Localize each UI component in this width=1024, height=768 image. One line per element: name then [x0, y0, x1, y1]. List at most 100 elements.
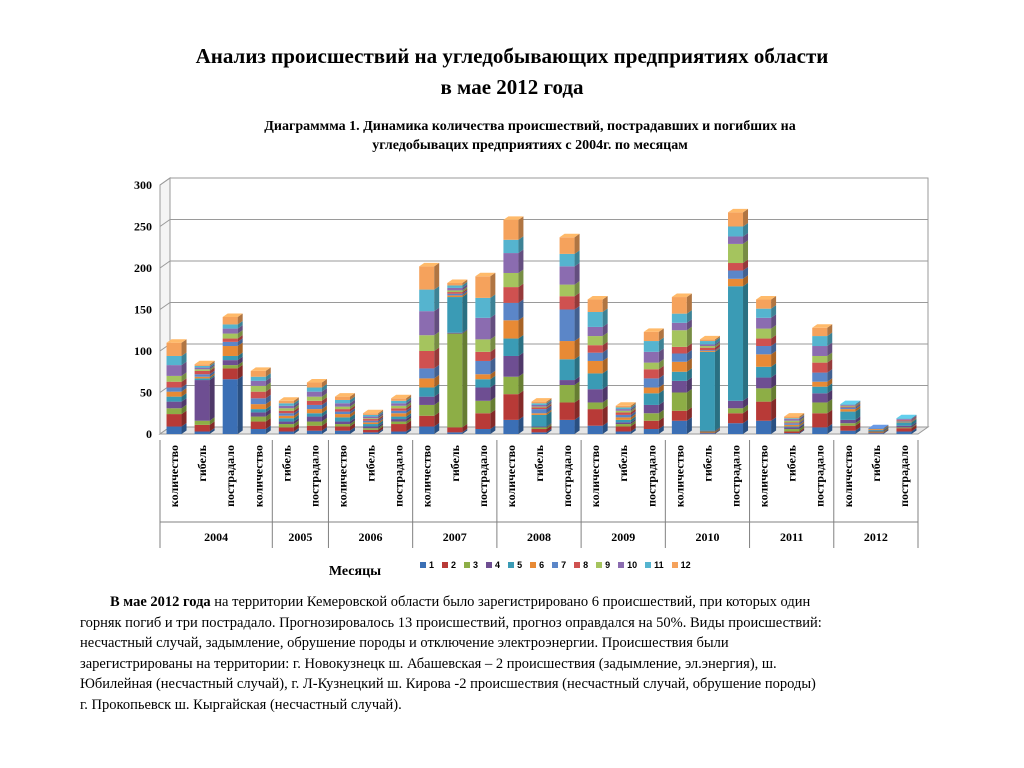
- bar-segment-side: [209, 373, 215, 379]
- bar-segment: [896, 418, 912, 420]
- bar-segment-side: [237, 352, 243, 361]
- bar-segment: [671, 392, 687, 411]
- legend-item: 11: [645, 557, 664, 573]
- bar-segment-side: [574, 306, 580, 342]
- bar-segment-side: [546, 403, 552, 408]
- bar-segment-side: [743, 409, 749, 424]
- bar-segment-side: [714, 429, 720, 434]
- bar-segment: [194, 364, 210, 366]
- bar-segment: [306, 416, 322, 422]
- bar-segment: [531, 407, 547, 410]
- bar-segment-side: [743, 419, 749, 434]
- bar-segment-side: [378, 414, 384, 420]
- legend-item: 8: [574, 557, 588, 573]
- bar-top: [194, 360, 215, 365]
- bar-segment: [812, 402, 828, 414]
- bar-segment: [559, 419, 575, 434]
- bar-segment: [419, 368, 435, 379]
- y-tick-label: 150: [134, 303, 152, 317]
- x-tick-label: количество: [420, 445, 434, 507]
- bar-segment-side: [181, 398, 187, 409]
- bar-segment-side: [462, 288, 468, 294]
- bar-segment: [250, 429, 266, 434]
- bar-segment-side: [799, 428, 805, 434]
- bar-segment-side: [518, 373, 524, 395]
- bar-segment-side: [827, 423, 833, 434]
- bar-segment: [587, 345, 603, 353]
- bar-segment: [166, 408, 182, 415]
- bar-segment-side: [714, 335, 720, 342]
- bar-segment-side: [518, 416, 524, 434]
- bar-segment: [531, 403, 547, 405]
- bar-segment-side: [265, 373, 271, 381]
- x-tick-label: гибель: [785, 444, 799, 481]
- year-label: 2010: [695, 530, 719, 544]
- bar-segment: [531, 413, 547, 415]
- bar-segment: [756, 317, 772, 329]
- bar-segment: [166, 365, 182, 376]
- legend-swatch: [596, 562, 603, 568]
- bar-segment-side: [546, 428, 552, 434]
- bar-segment-side: [630, 423, 636, 432]
- bar-segment-side: [434, 364, 440, 379]
- bar-segment-side: [378, 415, 384, 421]
- bar-segment-side: [743, 275, 749, 287]
- bar-segment-side: [799, 423, 805, 430]
- bar-segment: [222, 360, 238, 366]
- bar-segment-side: [462, 428, 468, 434]
- bar-segment: [391, 424, 407, 432]
- bar-segment-side: [209, 374, 215, 381]
- bar-segment: [222, 346, 238, 356]
- bar-segment: [334, 403, 350, 407]
- bar-segment: [643, 378, 659, 388]
- summary-line-5: Юбилейная (несчастный случай), г. Л-Кузн…: [80, 676, 816, 692]
- bar-top: [447, 279, 468, 283]
- bar-segment: [250, 398, 266, 405]
- x-tick-label: пострадало: [729, 445, 743, 507]
- bar-segment: [278, 427, 294, 432]
- bar-segment: [278, 424, 294, 428]
- bar-segment: [475, 387, 491, 401]
- x-tick-label: пострадало: [392, 445, 406, 507]
- legend-item: 1: [420, 557, 434, 573]
- bar-segment-side: [209, 365, 215, 371]
- bar-top: [643, 328, 664, 332]
- bar-segment: [166, 401, 182, 409]
- bar-segment-side: [855, 416, 861, 424]
- bar-segment-side: [686, 407, 692, 421]
- bar-segment: [334, 421, 350, 425]
- bar-segment-side: [293, 409, 299, 416]
- bar-segment-side: [658, 425, 664, 434]
- bar-segment-side: [265, 382, 271, 392]
- bar-segment-side: [321, 422, 327, 431]
- bar-segment-side: [265, 394, 271, 405]
- bar-segment: [503, 287, 519, 303]
- bar-segment-side: [714, 347, 720, 352]
- bar-segment: [447, 427, 463, 433]
- bar-segment: [587, 336, 603, 346]
- bar-segment-side: [743, 404, 749, 414]
- bar-segment: [475, 339, 491, 352]
- bar-segment: [699, 351, 715, 352]
- bar-segment: [391, 408, 407, 411]
- bar-segment-side: [321, 379, 327, 388]
- bar-segment: [419, 404, 435, 416]
- bar-segment: [475, 379, 491, 388]
- bar-segment: [222, 341, 238, 347]
- bar-segment: [559, 359, 575, 381]
- legend-swatch: [645, 562, 652, 568]
- bar-segment: [840, 411, 856, 420]
- bar-segment-side: [799, 421, 805, 427]
- bar-top: [784, 413, 805, 417]
- bar-segment-side: [602, 405, 608, 426]
- year-label: 2011: [780, 530, 803, 544]
- bar-segment-side: [827, 324, 833, 337]
- bar-segment: [840, 425, 856, 431]
- bar-segment-side: [434, 262, 440, 290]
- bar-segment: [812, 386, 828, 394]
- bar-segment-side: [911, 418, 917, 423]
- bar-segment-side: [321, 401, 327, 410]
- bar-segment: [503, 302, 519, 321]
- x-tick-label: количество: [504, 445, 518, 507]
- bar-segment-side: [827, 378, 833, 387]
